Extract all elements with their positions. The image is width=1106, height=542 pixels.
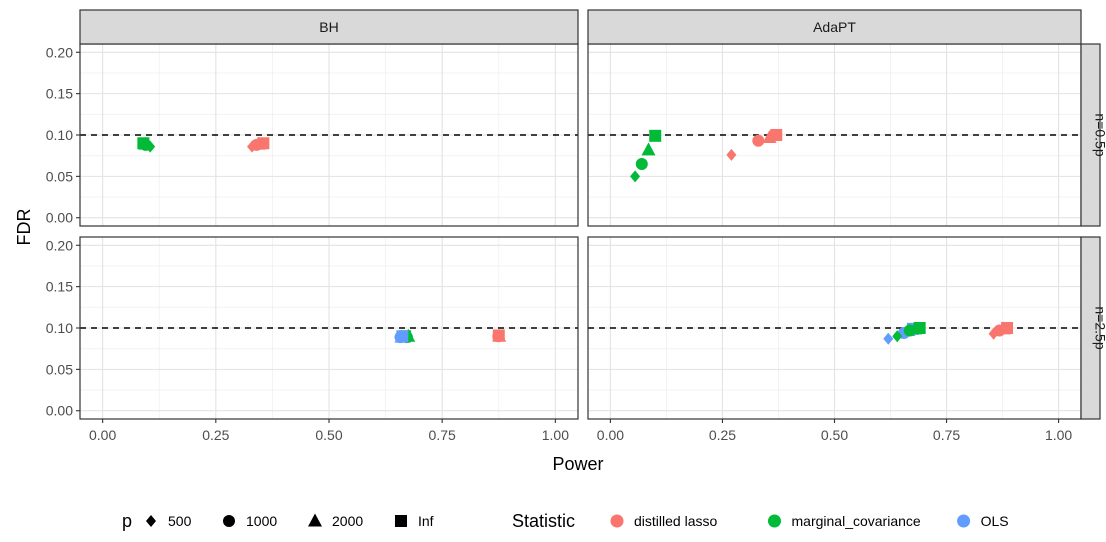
legend-p-symbol xyxy=(308,514,322,527)
legend-statistic-symbol xyxy=(768,515,781,528)
facet-strip-column-label: BH xyxy=(319,19,338,35)
x-tick-label: 0.00 xyxy=(597,427,624,443)
legend-p-symbol xyxy=(223,515,235,527)
legend-p-label: Inf xyxy=(418,513,434,529)
y-axis-title: FDR xyxy=(14,209,34,246)
x-tick-label: 0.50 xyxy=(315,427,342,443)
x-tick-label: 1.00 xyxy=(542,427,569,443)
data-point xyxy=(636,158,648,170)
x-tick-label: 1.00 xyxy=(1045,427,1072,443)
legend-p-symbol xyxy=(395,515,407,527)
y-tick-label: 0.20 xyxy=(46,237,73,253)
facet-strip-column-label: AdaPT xyxy=(813,19,856,35)
data-point xyxy=(1001,322,1013,334)
legend-statistic-title: Statistic xyxy=(512,511,575,531)
data-point xyxy=(752,135,764,147)
y-tick-label: 0.00 xyxy=(46,210,73,226)
data-point xyxy=(649,130,661,142)
legend-statistic-label: OLS xyxy=(981,513,1009,529)
legend-p-label: 1000 xyxy=(246,513,277,529)
y-tick-label: 0.15 xyxy=(46,86,73,102)
legend-p-symbol xyxy=(146,515,156,527)
y-tick-label: 0.15 xyxy=(46,279,73,295)
x-tick-label: 0.75 xyxy=(933,427,960,443)
x-tick-label: 0.50 xyxy=(821,427,848,443)
data-point xyxy=(396,330,408,342)
x-axis-title: Power xyxy=(552,454,603,474)
panels-layer xyxy=(80,44,1081,419)
facet-strip-row-label: n=2.5p xyxy=(1093,306,1106,349)
data-point xyxy=(914,322,926,334)
panel-1-1 xyxy=(588,237,1081,419)
data-point xyxy=(257,137,269,149)
legend-layer: p 500 1000 2000 Inf Statistic distilled lasso m… xyxy=(122,511,1009,531)
y-tick-label: 0.05 xyxy=(46,361,73,377)
data-point xyxy=(137,137,149,149)
y-tick-label: 0.10 xyxy=(46,127,73,143)
x-tick-label: 0.75 xyxy=(429,427,456,443)
legend-p-label: 500 xyxy=(168,513,192,529)
legend-statistic-label: marginal_covariance xyxy=(792,513,921,529)
legend-statistic-label: distilled lasso xyxy=(634,513,717,529)
legend-p-title: p xyxy=(122,511,132,531)
x-tick-label: 0.25 xyxy=(709,427,736,443)
data-point xyxy=(770,129,782,141)
panel-1-0 xyxy=(588,44,1081,226)
y-tick-label: 0.05 xyxy=(46,168,73,184)
panel-0-0 xyxy=(80,44,578,226)
panel-0-1 xyxy=(80,237,578,419)
facet-strip-row-label: n=0.5p xyxy=(1093,113,1106,156)
y-tick-label: 0.20 xyxy=(46,44,73,60)
y-tick-label: 0.10 xyxy=(46,320,73,336)
x-tick-label: 0.00 xyxy=(89,427,116,443)
legend-statistic-symbol xyxy=(957,515,970,528)
y-tick-label: 0.00 xyxy=(46,403,73,419)
legend-statistic-symbol xyxy=(611,515,624,528)
data-point xyxy=(493,329,505,341)
legend-p-label: 2000 xyxy=(332,513,363,529)
x-tick-label: 0.25 xyxy=(202,427,229,443)
